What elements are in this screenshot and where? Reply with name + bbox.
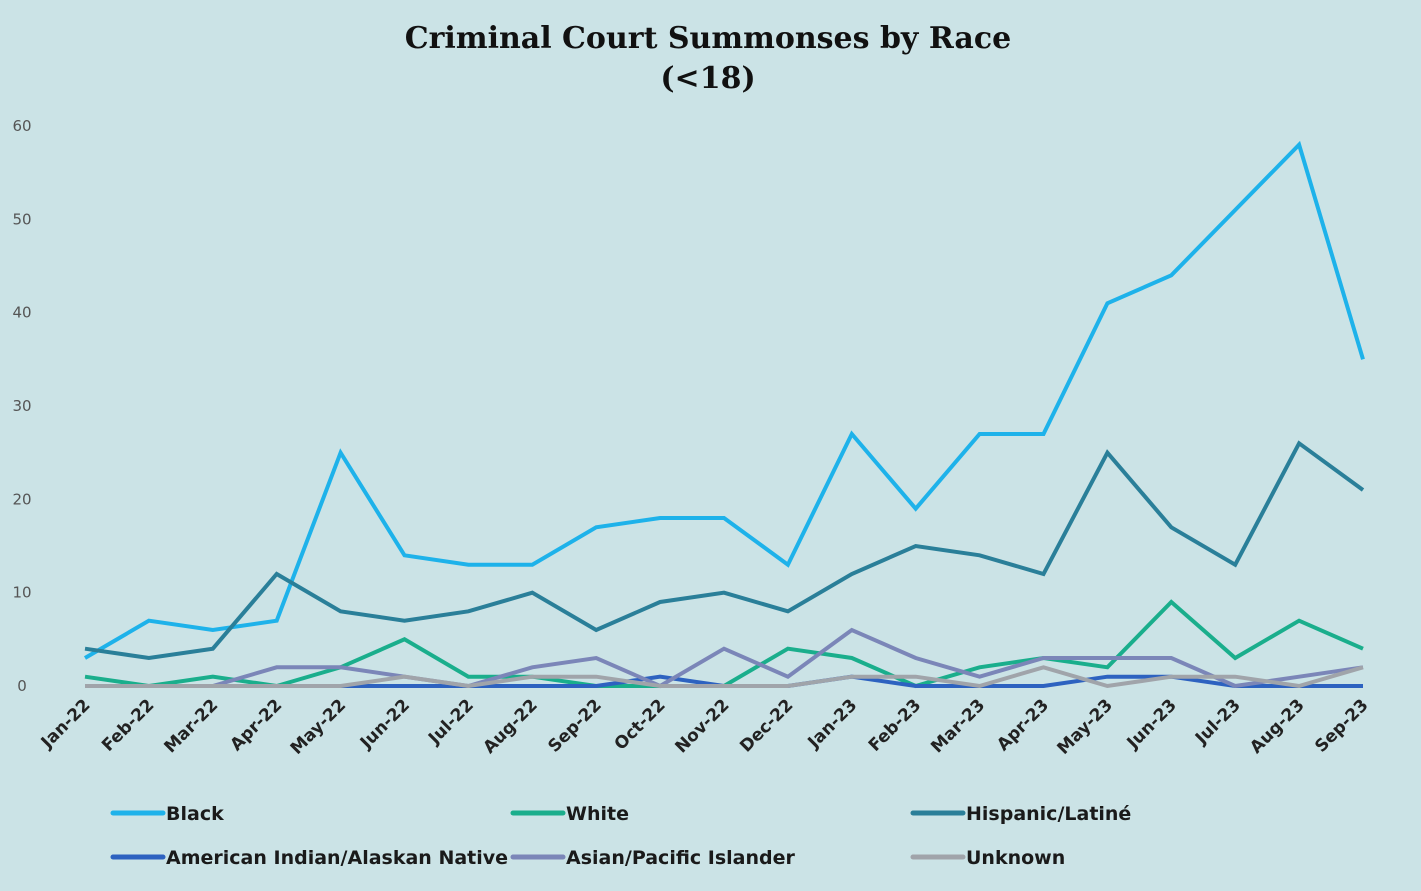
x-tick-label: Nov-22 xyxy=(672,695,734,757)
y-tick-label: 40 xyxy=(12,304,31,322)
y-tick-label: 20 xyxy=(12,490,31,508)
series-line-unknown xyxy=(85,665,1364,689)
legend-label: Asian/Pacific Islander xyxy=(566,847,796,869)
legend-item: Black xyxy=(110,803,224,825)
series-lines xyxy=(83,140,1365,689)
legend-label: White xyxy=(566,803,629,825)
legend-item: American Indian/Alaskan Native xyxy=(110,847,508,869)
x-tick-label: May-23 xyxy=(1054,695,1117,758)
y-axis: 0 10 20 30 40 50 60 xyxy=(12,117,31,695)
y-tick-label: 0 xyxy=(17,677,27,695)
x-tick-label: Feb-22 xyxy=(98,695,158,755)
y-tick-label: 10 xyxy=(12,584,31,602)
y-tick-label: 60 xyxy=(12,117,31,135)
legend-label: Hispanic/Latiné xyxy=(966,803,1131,825)
legend: Black White Hispanic/Latiné American Indian… xyxy=(110,803,1131,869)
x-tick-label: Jul-22 xyxy=(424,695,478,749)
legend-item: White xyxy=(510,803,629,825)
legend-item: Hispanic/Latiné xyxy=(910,803,1131,825)
x-tick-label: Jan-23 xyxy=(804,695,862,753)
series-line-hispanic-latin- xyxy=(84,440,1365,661)
x-tick-label: Feb-23 xyxy=(865,695,925,755)
x-tick-label: Mar-22 xyxy=(160,695,222,757)
x-tick-label: Apr-23 xyxy=(993,695,1053,755)
legend-item: Asian/Pacific Islander xyxy=(510,847,796,869)
legend-label: Black xyxy=(166,803,224,825)
x-tick-label: May-22 xyxy=(287,695,350,758)
x-tick-label: Apr-22 xyxy=(227,695,287,755)
series-line-white xyxy=(84,599,1364,689)
x-tick-label: Aug-23 xyxy=(1246,695,1308,757)
x-tick-label: Mar-23 xyxy=(927,695,989,757)
x-tick-label: Jan-22 xyxy=(37,695,95,753)
x-axis: Jan-22 Feb-22 Mar-22 Apr-22 May-22 Jun-22 Jul-… xyxy=(37,695,1373,758)
y-tick-label: 50 xyxy=(12,210,31,228)
series-line-black xyxy=(83,140,1365,660)
x-tick-label: Oct-22 xyxy=(611,695,670,754)
series-line-asian-pacific-islander xyxy=(85,627,1364,689)
legend-label: Unknown xyxy=(966,847,1065,869)
x-tick-label: Aug-22 xyxy=(479,695,541,757)
legend-item: Unknown xyxy=(910,847,1065,869)
chart-title: Criminal Court Summonses by Race xyxy=(405,21,1011,56)
y-tick-label: 30 xyxy=(12,397,31,415)
x-tick-label: Jun-23 xyxy=(1123,695,1181,753)
x-tick-label: Sep-22 xyxy=(544,695,605,756)
x-tick-label: Jun-22 xyxy=(356,695,414,753)
x-tick-label: Jul-23 xyxy=(1191,695,1245,749)
legend-label: American Indian/Alaskan Native xyxy=(166,847,508,869)
x-tick-label: Dec-22 xyxy=(736,695,797,756)
x-tick-label: Sep-23 xyxy=(1311,695,1372,756)
chart-subtitle: (<18) xyxy=(660,61,755,96)
